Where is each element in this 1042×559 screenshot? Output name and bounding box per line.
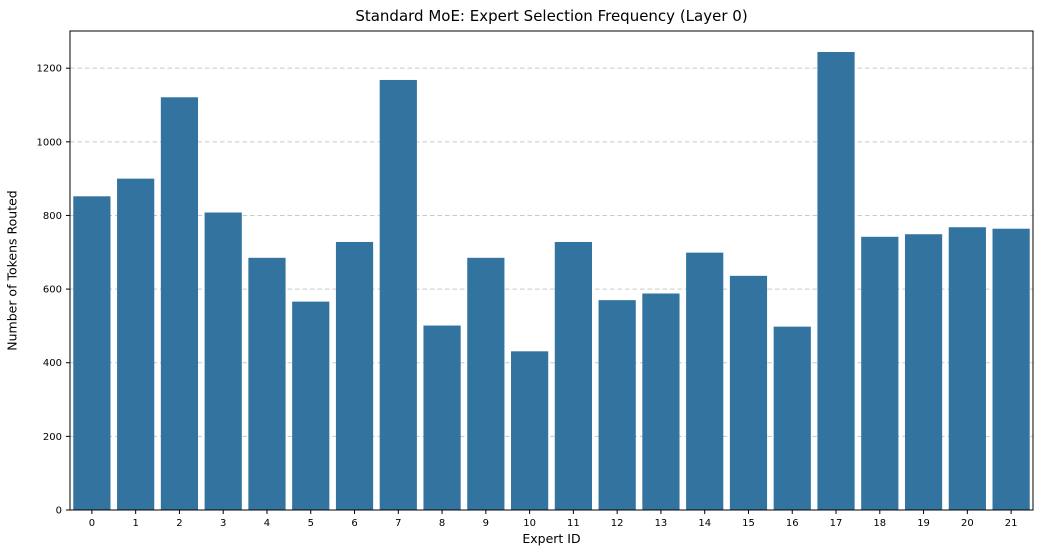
x-tick-label: 17 xyxy=(830,518,843,529)
bar xyxy=(729,275,768,510)
x-tick-label: 20 xyxy=(961,518,974,529)
y-tick-label: 200 xyxy=(43,432,62,443)
x-tick-label: 9 xyxy=(483,518,489,529)
bar xyxy=(292,301,330,510)
bar xyxy=(686,252,724,510)
chart-title: Standard MoE: Expert Selection Frequency… xyxy=(355,7,748,25)
x-tick-label: 11 xyxy=(567,518,580,529)
x-tick-label: 2 xyxy=(176,518,182,529)
x-tick-label: 0 xyxy=(89,518,95,529)
bar xyxy=(642,293,680,510)
x-tick-label: 1 xyxy=(132,518,138,529)
x-tick-label: 4 xyxy=(264,518,270,529)
x-tick-label: 7 xyxy=(395,518,401,529)
x-tick-label: 16 xyxy=(786,518,799,529)
bar xyxy=(511,351,549,510)
bar xyxy=(773,326,811,510)
x-tick-label: 15 xyxy=(742,518,755,529)
bar xyxy=(948,227,986,510)
bar xyxy=(904,234,943,510)
bar xyxy=(467,257,505,510)
y-tick-label: 1200 xyxy=(37,64,62,75)
bar xyxy=(117,178,155,510)
bar xyxy=(160,97,199,510)
bar xyxy=(817,51,855,510)
x-tick-label: 8 xyxy=(439,518,445,529)
x-tick-label: 13 xyxy=(655,518,668,529)
bar xyxy=(335,241,374,510)
x-tick-label: 3 xyxy=(220,518,226,529)
x-tick-label: 18 xyxy=(873,518,886,529)
y-tick-label: 800 xyxy=(43,211,62,222)
plot-frame xyxy=(69,30,1034,511)
bar xyxy=(379,79,417,511)
bar xyxy=(73,196,111,510)
x-tick-label: 21 xyxy=(1005,518,1018,529)
bar xyxy=(992,228,1030,510)
bar xyxy=(861,236,899,510)
bar xyxy=(423,325,461,510)
y-tick-label: 600 xyxy=(43,285,62,296)
y-tick-label: 0 xyxy=(56,506,62,517)
x-tick-label: 5 xyxy=(308,518,314,529)
x-tick-label: 10 xyxy=(523,518,536,529)
y-tick-label: 400 xyxy=(43,358,62,369)
x-axis-label: Expert ID xyxy=(522,531,581,546)
y-tick-label: 1000 xyxy=(37,137,62,148)
x-tick-label: 19 xyxy=(917,518,930,529)
x-tick-label: 12 xyxy=(611,518,624,529)
bar xyxy=(598,300,636,510)
x-tick-label: 6 xyxy=(351,518,357,529)
bar xyxy=(554,241,592,510)
bar xyxy=(248,257,286,510)
x-tick-label: 14 xyxy=(698,518,711,529)
bar xyxy=(204,212,242,511)
